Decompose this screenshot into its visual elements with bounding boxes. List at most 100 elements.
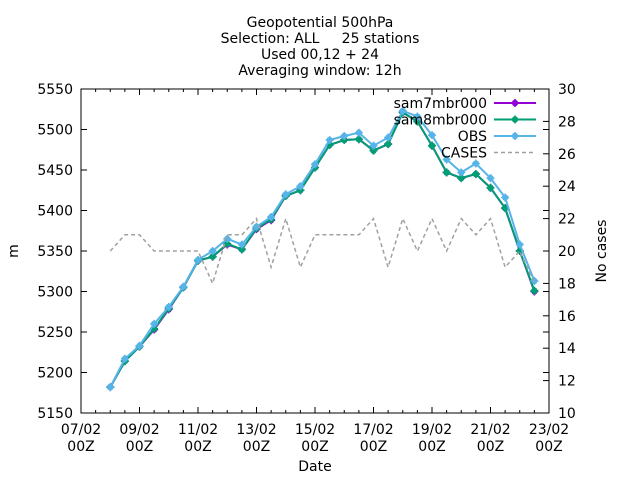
y-tick-label: 5150 (37, 406, 73, 422)
marker-dot (370, 142, 377, 149)
marker-dot (238, 241, 246, 248)
chart-title-line-4: Averaging window: 12h (238, 63, 401, 79)
data-point (150, 319, 159, 328)
marker-dot (458, 169, 465, 176)
x-tick-label-date: 09/02 (119, 422, 159, 438)
marker-dot (165, 303, 172, 311)
marker-dot (414, 113, 421, 120)
marker-dot (399, 107, 406, 115)
x-tick-label-date: 21/02 (470, 422, 510, 438)
data-point (398, 106, 407, 115)
chart-title-line-1: Geopotential 500hPa (247, 15, 394, 31)
x-tick-label-hour: 00Z (67, 439, 94, 455)
data-point (296, 182, 305, 191)
y-axis-ticks: 5150 5200 5250 5300 5350 5400 5450 5500 5550 (37, 82, 549, 422)
data-point (486, 183, 495, 192)
y-tick-label: 5400 (37, 204, 73, 220)
legend-marker (511, 99, 519, 107)
data-point (135, 341, 144, 350)
data-point (457, 168, 466, 177)
data-point (106, 383, 115, 392)
marker-dot (443, 169, 450, 176)
marker-dot (267, 213, 275, 221)
data-point (442, 155, 451, 164)
data-point (515, 240, 524, 249)
y-tick-label: 5550 (37, 82, 73, 98)
y2-tick-label: 26 (558, 147, 576, 163)
y-tick-label: 5250 (37, 325, 73, 341)
y-tick-label: 5450 (37, 163, 73, 179)
marker-dot (511, 99, 519, 107)
marker-dot (458, 174, 465, 182)
marker-dot (311, 161, 319, 168)
x-tick-label-date: 13/02 (236, 422, 276, 438)
marker-dot (326, 136, 333, 144)
marker-dot (487, 174, 494, 182)
y-tick-label: 5350 (37, 244, 73, 260)
marker-dot (224, 235, 231, 243)
data-point (354, 128, 363, 137)
marker-dot (428, 142, 436, 149)
data-point (428, 141, 436, 150)
y2-tick-label: 24 (558, 179, 576, 195)
x-tick-label-hour: 00Z (477, 439, 504, 455)
data-point (369, 141, 378, 150)
y2-tick-label: 16 (558, 309, 576, 325)
x-tick-label-hour: 00Z (126, 439, 153, 455)
data-point (501, 193, 510, 202)
data-point (471, 159, 480, 168)
marker-dot (370, 147, 377, 154)
legend-label: CASES (441, 146, 487, 162)
marker-dot (511, 116, 519, 123)
marker-dot (443, 156, 450, 163)
marker-dot (428, 131, 436, 139)
legend-label: sam7mbr000 (394, 96, 487, 112)
marker-dot (209, 253, 216, 260)
data-point (413, 112, 422, 121)
marker-dot (501, 204, 509, 212)
x-axis-label: Date (298, 459, 331, 475)
x-tick-label-hour: 00Z (418, 439, 445, 455)
data-point (237, 240, 246, 249)
x-tick-label-hour: 00Z (184, 439, 211, 455)
y2-tick-label: 14 (558, 341, 576, 357)
data-point (179, 282, 188, 291)
x-tick-label-hour: 00Z (243, 439, 270, 455)
x-tick-label-date: 23/02 (529, 422, 569, 438)
data-point (486, 174, 495, 183)
marker-dot (355, 136, 363, 143)
data-point (354, 135, 363, 144)
marker-dot (238, 246, 246, 253)
marker-dot (472, 170, 480, 178)
y-tick-label: 5200 (37, 366, 73, 382)
x-tick-label-hour: 00Z (301, 439, 328, 455)
y2-tick-label: 12 (558, 374, 576, 390)
x-tick-label-date: 15/02 (295, 422, 335, 438)
y2-tick-label: 18 (558, 276, 576, 292)
x-tick-label-date: 19/02 (412, 422, 452, 438)
chart-title-line-2: Selection: ALL 25 stations (221, 31, 420, 47)
data-point (340, 131, 349, 140)
marker-dot (501, 194, 509, 201)
data-point (194, 255, 202, 264)
y2-tick-label: 10 (558, 406, 576, 422)
marker-dot (511, 132, 519, 140)
marker-dot (472, 160, 480, 167)
y2-tick-label: 28 (558, 114, 576, 130)
chart-title-group: Geopotential 500hPa Selection: ALL 25 st… (221, 15, 420, 79)
marker-dot (384, 134, 392, 141)
marker-dot (150, 320, 158, 328)
marker-dot (194, 256, 202, 264)
marker-dot (384, 140, 392, 148)
marker-dot (341, 132, 348, 140)
series-cases (109, 216, 536, 286)
y2-axis-ticks: 10 12 14 16 18 20 22 24 26 28 30 (543, 82, 576, 422)
marker-dot (121, 355, 129, 362)
legend-marker (511, 132, 519, 140)
data-point (311, 160, 319, 169)
y2-tick-label: 20 (558, 244, 576, 260)
marker-dot (355, 129, 363, 136)
x-tick-label-hour: 00Z (360, 439, 387, 455)
